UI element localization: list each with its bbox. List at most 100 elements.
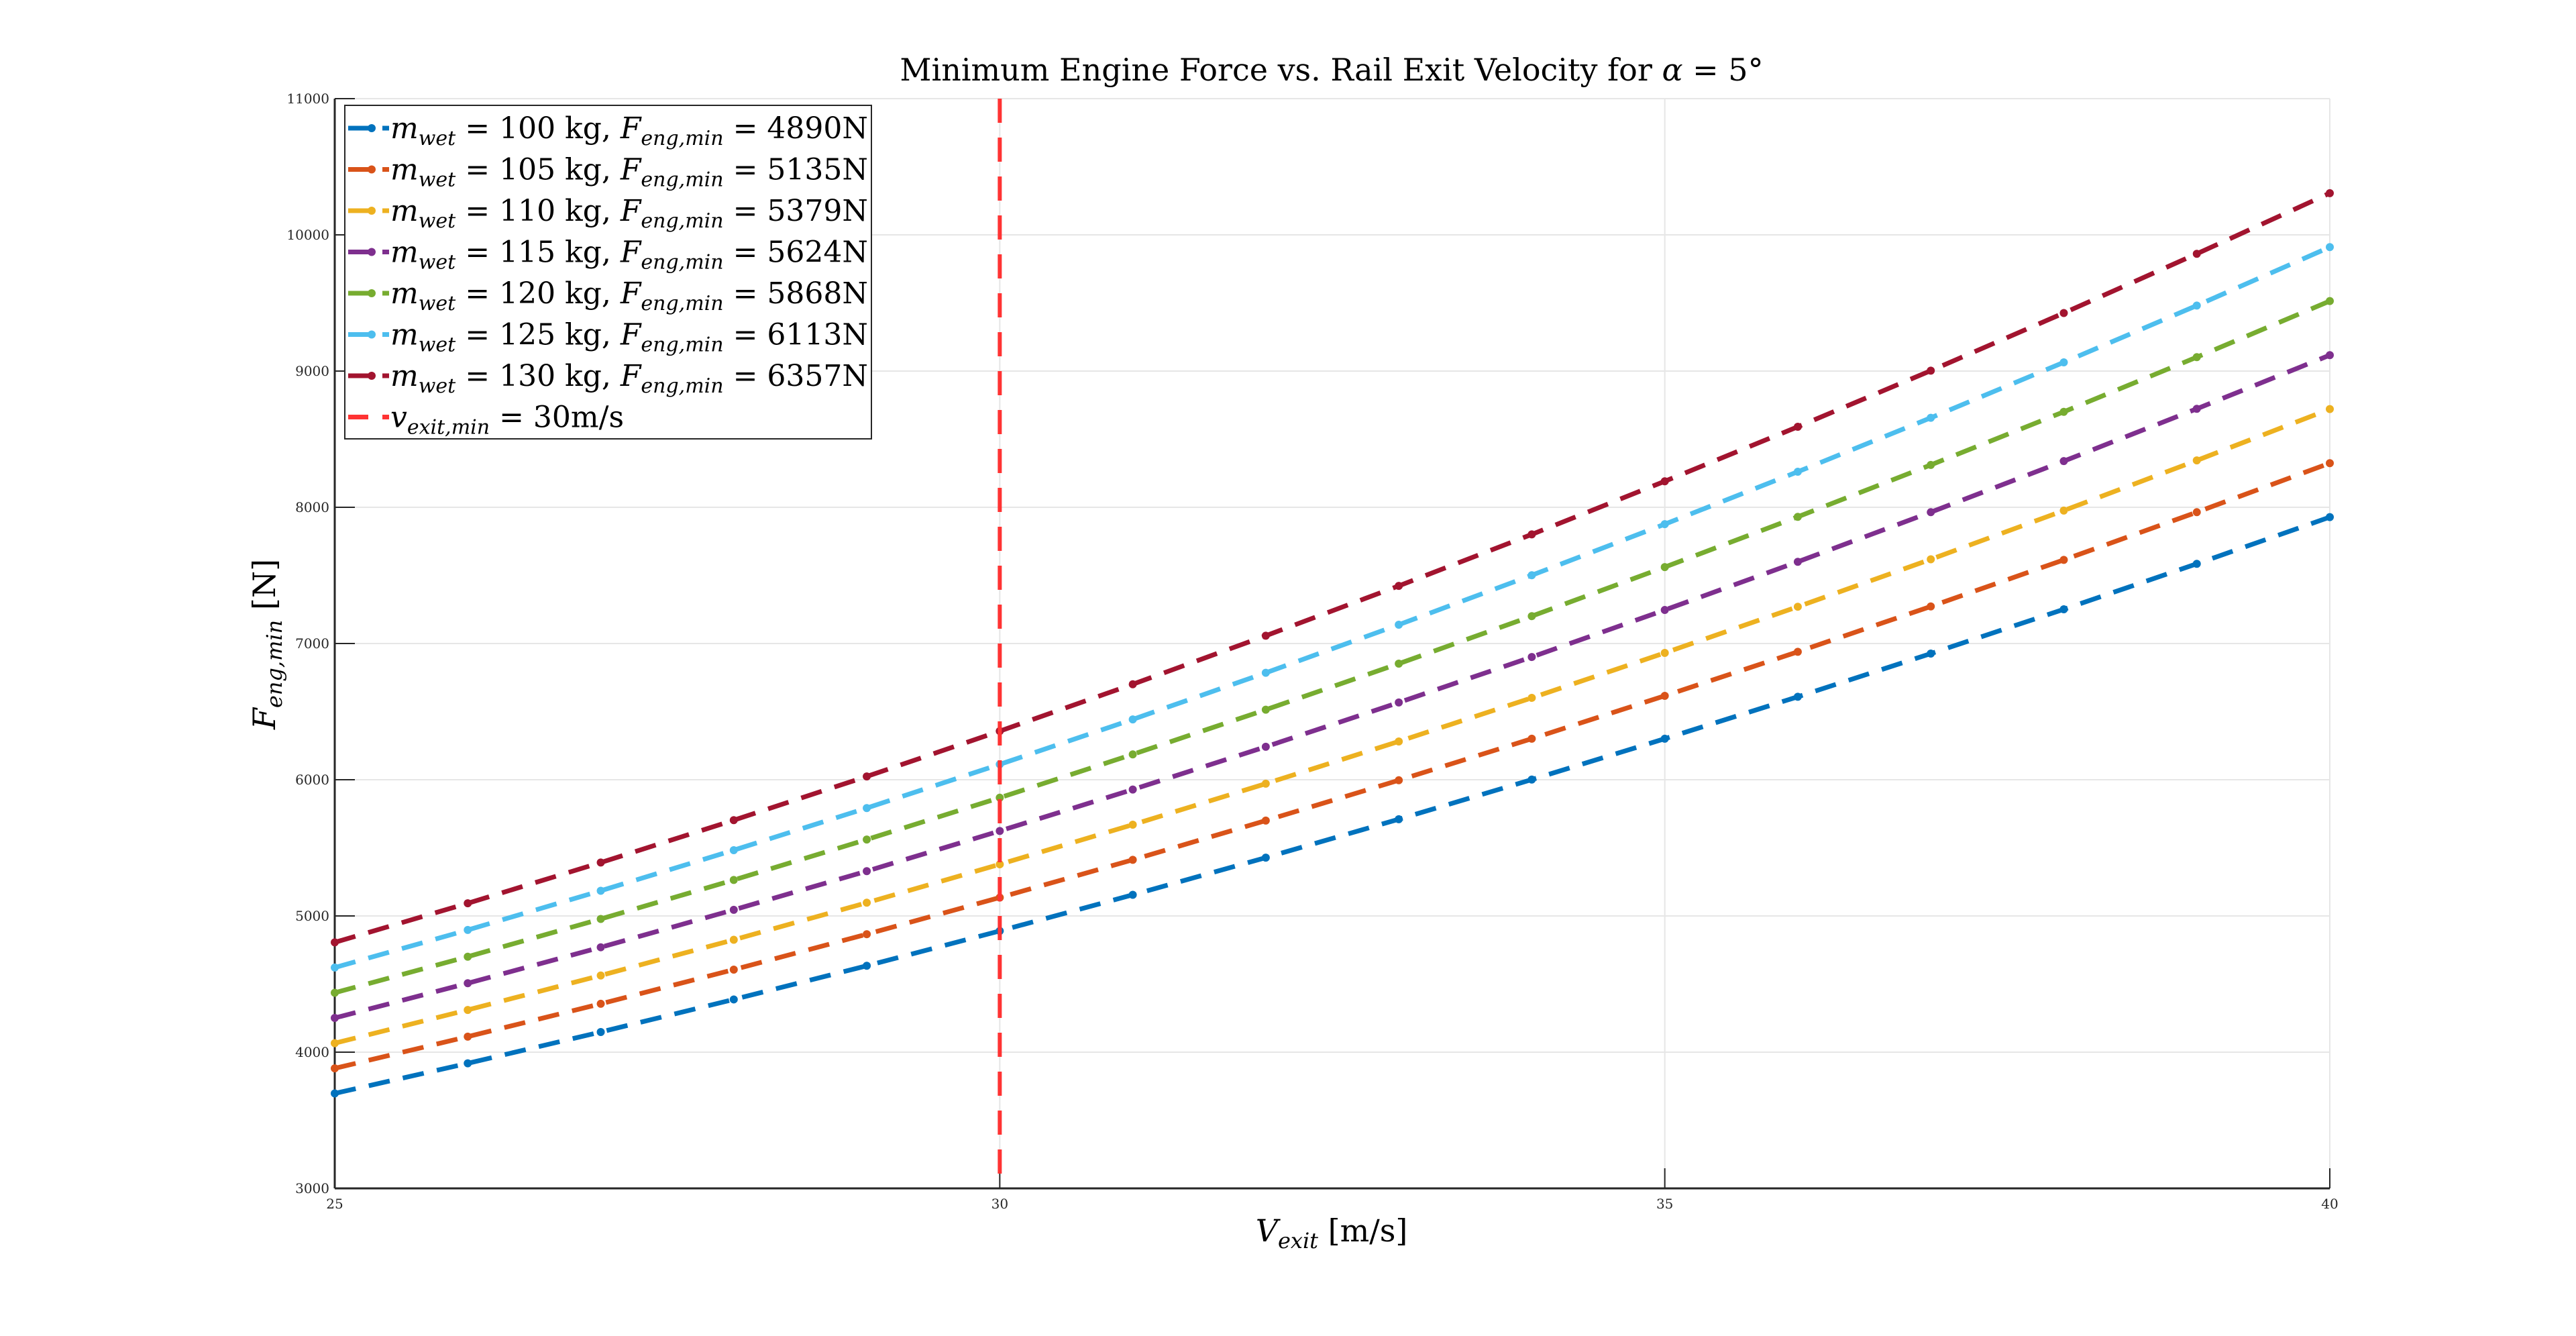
data-point [1927,650,1935,658]
data-point [729,965,738,974]
data-point [2326,351,2334,360]
data-point [863,898,871,907]
series-2 [331,405,2334,1047]
legend-label: vexit,min = 30m/s [390,401,624,440]
series-4 [331,297,2334,997]
data-point [1793,423,1802,431]
data-point [1793,558,1802,566]
legend-marker [368,248,376,256]
legend-marker [368,372,376,380]
data-point [2192,508,2201,517]
legend-item: mwet = 100 kg, Feng,min = 4890N [348,111,868,150]
data-point [2059,605,2068,614]
data-point [1793,692,1802,701]
data-point [596,1027,605,1036]
x-tick-label: 30 [991,1196,1008,1212]
data-point [331,988,339,997]
data-point [2326,297,2334,305]
data-point [1660,691,1669,700]
data-point [1527,693,1536,702]
legend-item: mwet = 115 kg, Feng,min = 5624N [348,236,868,274]
data-point [1927,413,1935,422]
data-point [1927,555,1935,564]
data-point [1527,653,1536,662]
data-point [1395,815,1403,823]
data-point [596,915,605,923]
data-point [464,979,472,988]
data-point [596,971,605,980]
data-point [464,952,472,961]
y-tick-label: 4000 [295,1044,329,1060]
data-point [1128,890,1137,899]
data-point [1261,742,1270,751]
data-point [2059,506,2068,515]
legend-item: mwet = 125 kg, Feng,min = 6113N [348,318,868,357]
legend-box [344,105,872,440]
data-point [863,930,871,939]
data-point [1128,715,1137,724]
legend-marker [368,330,376,339]
data-point [1527,775,1536,784]
y-tick-label: 11000 [286,91,329,107]
legend-item: mwet = 120 kg, Feng,min = 5868N [348,276,868,315]
data-point [2059,358,2068,367]
data-point [331,963,339,972]
data-point [1793,648,1802,656]
data-point [331,1039,339,1047]
x-tick-label: 40 [2321,1196,2338,1212]
legend-marker [368,289,376,297]
data-point [729,876,738,884]
data-point [2192,456,2201,465]
data-point [1927,366,1935,375]
x-tick-label: 25 [326,1196,343,1212]
legend-label: mwet = 130 kg, Feng,min = 6357N [390,359,868,398]
data-point [596,858,605,867]
data-point [1527,530,1536,539]
data-point [464,1059,472,1068]
y-axis-label: Feng,min [N] [246,559,287,730]
data-point [996,827,1004,835]
data-point [1793,468,1802,476]
data-point [996,860,1004,869]
data-point [331,1089,339,1098]
data-point [1395,620,1403,629]
data-point [1395,660,1403,668]
legend-item: mwet = 110 kg, Feng,min = 5379N [348,194,868,233]
data-point [2326,243,2334,252]
data-point [2326,459,2334,468]
series-line [334,353,2331,1021]
data-point [863,867,871,876]
legend-label: mwet = 115 kg, Feng,min = 5624N [390,236,868,274]
data-point [2192,560,2201,568]
data-point [464,1006,472,1015]
data-point [2192,405,2201,413]
data-point [863,962,871,970]
data-point [1660,563,1669,572]
data-point [2326,513,2334,521]
series-1 [331,459,2334,1073]
data-point [1527,734,1536,743]
data-point [2059,457,2068,466]
data-point [331,938,339,947]
y-tick-label: 6000 [295,772,329,788]
series-line [334,515,2331,1096]
data-point [2059,309,2068,317]
data-point [729,935,738,944]
data-point [1660,649,1669,658]
data-point [863,835,871,844]
grid [334,98,2330,1189]
y-tick-label: 3000 [295,1180,329,1196]
data-point [1793,513,1802,521]
y-tick-label: 7000 [295,635,329,652]
y-tick-label: 8000 [295,499,329,515]
data-point [1395,582,1403,590]
legend-label: mwet = 125 kg, Feng,min = 6113N [390,318,868,357]
series-line [334,460,2331,1071]
data-point [1128,680,1137,688]
data-point [331,1064,339,1073]
data-point [596,886,605,895]
data-point [1527,612,1536,621]
data-point [1395,776,1403,784]
data-point [729,995,738,1004]
